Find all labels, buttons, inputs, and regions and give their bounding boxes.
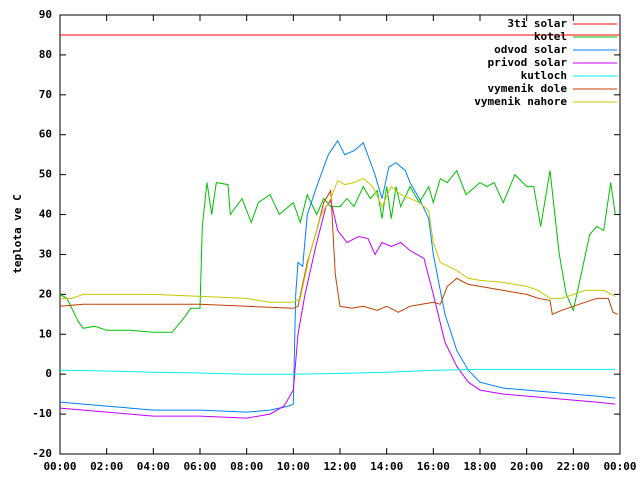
y-tick-label: -20 — [32, 447, 52, 460]
series-line — [60, 178, 616, 303]
y-tick-label: 50 — [39, 168, 52, 181]
x-tick-label: 22:00 — [557, 460, 590, 473]
y-tick-label: 0 — [45, 367, 52, 380]
legend-label: privod solar — [488, 56, 568, 69]
series-line — [59, 199, 616, 419]
y-tick-label: 80 — [39, 48, 52, 61]
x-tick-label: 08:00 — [230, 460, 263, 473]
legend-label: vymenik nahore — [474, 95, 567, 108]
y-tick-label: 20 — [39, 287, 52, 300]
series-line — [59, 139, 616, 413]
series-line — [59, 368, 616, 375]
x-tick-label: 10:00 — [277, 460, 310, 473]
legend-label: vymenik dole — [488, 82, 568, 95]
y-tick-label: 10 — [39, 327, 52, 340]
x-tick-label: 06:00 — [183, 460, 216, 473]
legend-label: odvod solar — [494, 43, 567, 56]
x-tick-label: 00:00 — [43, 460, 76, 473]
x-tick-label: 02:00 — [90, 460, 123, 473]
x-tick-label: 12:00 — [323, 460, 356, 473]
y-tick-label: 70 — [39, 88, 52, 101]
y-tick-label: 90 — [39, 8, 52, 21]
y-tick-label: -10 — [32, 407, 52, 420]
series-line — [59, 169, 616, 333]
x-tick-label: 20:00 — [510, 460, 543, 473]
x-tick-label: 00:00 — [603, 460, 636, 473]
y-tick-label: 30 — [39, 247, 52, 260]
x-tick-label: 18:00 — [463, 460, 496, 473]
legend-label: 3ti solar — [507, 17, 567, 30]
x-tick-label: 14:00 — [370, 460, 403, 473]
y-tick-label: 60 — [39, 128, 52, 141]
legend-label: kutloch — [521, 69, 567, 82]
y-tick-label: 40 — [39, 208, 52, 221]
series-line — [59, 188, 618, 316]
y-axis-label: teplota ve C — [11, 194, 24, 273]
legend-label: kotel — [534, 30, 567, 43]
x-tick-label: 16:00 — [417, 460, 450, 473]
x-tick-label: 04:00 — [137, 460, 170, 473]
